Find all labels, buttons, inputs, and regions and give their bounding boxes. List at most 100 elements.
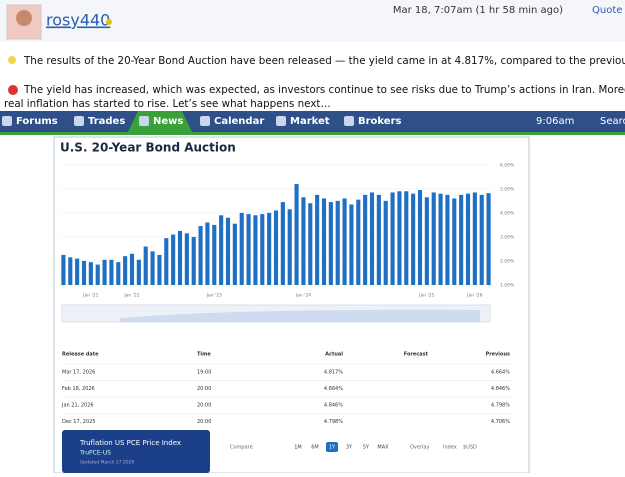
nav-item[interactable]: News [153, 116, 183, 127]
bar [184, 233, 189, 285]
table-header: Forecast [404, 352, 429, 358]
bar [438, 193, 443, 285]
post-text: The yield has increased, which was expec… [23, 84, 625, 96]
range-button[interactable]: MAX [377, 445, 389, 451]
bar [445, 194, 450, 285]
nav-item[interactable]: Forums [16, 116, 58, 127]
bar [88, 262, 93, 285]
nav-icon [2, 116, 12, 126]
bar [225, 217, 231, 285]
bar [280, 202, 285, 285]
bar [260, 214, 265, 285]
bar [479, 194, 484, 285]
nav-icon [344, 116, 354, 126]
bar [452, 198, 457, 285]
table-cell: 20:00 [197, 386, 211, 392]
bar [424, 197, 429, 285]
table-cell: 20:00 [197, 403, 211, 409]
table-cell: 4.798% [491, 403, 510, 409]
bar [123, 256, 128, 285]
range-button[interactable]: 1Y [329, 445, 336, 451]
nav-icon [139, 116, 149, 126]
nav-item[interactable]: Brokers [358, 116, 402, 127]
table-cell: 4.664% [324, 386, 343, 392]
bar [404, 191, 409, 285]
table-cell: Jan 21, 2026 [61, 403, 94, 409]
bar [287, 209, 292, 285]
nav-search[interactable]: Searc [600, 116, 625, 127]
bar [465, 193, 471, 285]
bar [356, 199, 361, 285]
table-cell: 19:00 [197, 370, 211, 376]
bar [294, 184, 299, 285]
y-tick-label: 4.00% [500, 210, 515, 216]
username[interactable]: rosy440 [46, 11, 110, 30]
nav-item[interactable]: Market [290, 116, 330, 127]
bar [349, 204, 354, 285]
bar [75, 258, 80, 285]
range-button[interactable]: 6M [311, 445, 319, 451]
quote-link[interactable]: Quote [592, 5, 622, 16]
table-cell: 4.664% [491, 370, 510, 376]
y-tick-label: 6.00% [500, 162, 515, 168]
bar [459, 194, 464, 285]
nav-item[interactable]: Calendar [214, 116, 264, 127]
bar [171, 234, 176, 285]
y-tick-label: 3.00% [500, 234, 515, 240]
bar [143, 246, 148, 285]
compare[interactable]: Compare [230, 445, 253, 451]
nav-items: Forums Trades News Calendar Market Brokers 9:0… [2, 111, 625, 132]
bar [102, 259, 107, 285]
bar [411, 193, 416, 285]
bar [417, 190, 423, 285]
bar [315, 194, 320, 285]
bar [486, 193, 491, 285]
chart: 1.00% 2.00% 3.00% 4.00% 5.00% 6.00% Jan '21 Jan… [60, 162, 515, 299]
status-dot [106, 19, 112, 25]
y-tick-label: 5.00% [500, 186, 515, 192]
bar [363, 194, 368, 285]
bar [177, 230, 183, 285]
bar [239, 212, 244, 285]
bar [342, 198, 347, 285]
post-header [0, 0, 625, 42]
range-active [326, 442, 338, 452]
bar [328, 202, 333, 285]
table-cell: 4.817% [324, 370, 343, 376]
table: Release date Time Actual Forecast Previous Ma… [61, 352, 512, 425]
bar [150, 251, 155, 285]
bar [301, 197, 306, 285]
nav-icon [74, 116, 84, 126]
bar [246, 214, 251, 285]
range-button[interactable]: 1M [294, 445, 302, 451]
bar [157, 254, 162, 285]
currency[interactable]: $USD [463, 445, 477, 451]
table-cell: 20:00 [197, 419, 211, 425]
bar [136, 259, 141, 285]
card[interactable] [62, 430, 210, 473]
range-button[interactable]: 5Y [363, 445, 370, 451]
bar [308, 203, 313, 285]
bar [376, 194, 381, 285]
post-text: real inflation has started to rise. Let’… [4, 98, 331, 110]
range-button[interactable]: 3Y [346, 445, 353, 451]
x-tick-label: Jan '21 [82, 293, 98, 299]
index[interactable]: Index [443, 445, 457, 451]
y-tick-label: 2.00% [500, 258, 515, 264]
overlay[interactable]: Overlay [410, 445, 429, 451]
nav-item[interactable]: Trades [88, 116, 125, 127]
bar [198, 226, 203, 285]
bar [116, 262, 121, 285]
table-cell: Feb 18, 2026 [62, 386, 95, 392]
table-cell: Dec 17, 2025 [62, 419, 96, 425]
table-cell: 4.798% [324, 419, 343, 425]
bar [212, 224, 217, 285]
x-tick-label: Jan '22 [123, 293, 139, 299]
bar [81, 260, 87, 285]
bar [95, 264, 100, 285]
bar [472, 192, 477, 285]
bar [321, 198, 327, 285]
chart-title: U.S. 20-Year Bond Auction [60, 141, 236, 155]
target-icon [8, 85, 18, 95]
